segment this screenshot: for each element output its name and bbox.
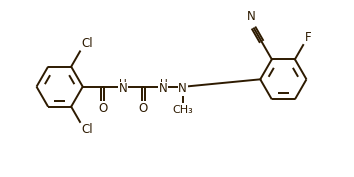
Text: Cl: Cl	[82, 123, 93, 136]
Text: Cl: Cl	[82, 37, 93, 50]
Text: N: N	[159, 82, 168, 95]
Text: O: O	[98, 102, 108, 115]
Text: N: N	[119, 82, 127, 95]
Text: O: O	[139, 102, 148, 115]
Text: N: N	[247, 10, 256, 23]
Text: N: N	[178, 82, 187, 95]
Text: H: H	[119, 79, 127, 89]
Text: CH₃: CH₃	[172, 105, 193, 115]
Text: H: H	[160, 79, 167, 89]
Text: F: F	[305, 31, 312, 44]
